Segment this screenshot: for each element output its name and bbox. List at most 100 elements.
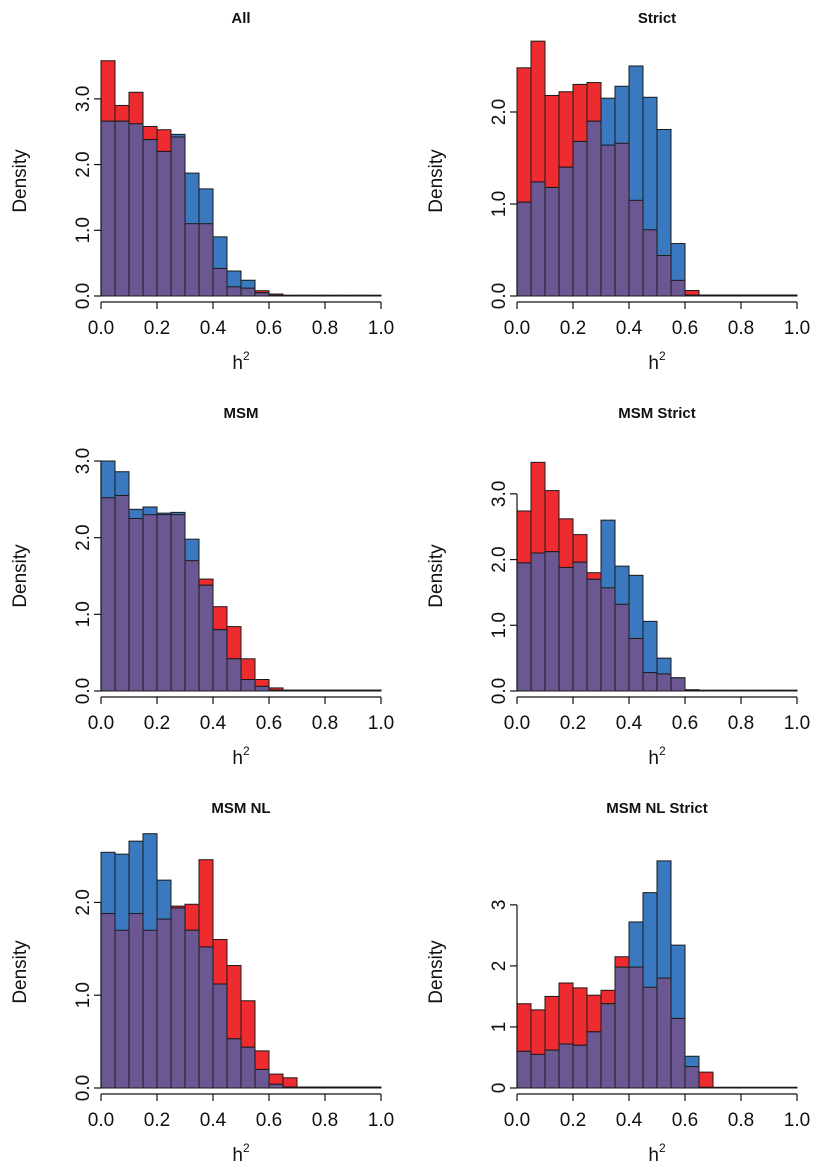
bar-overlap [338, 689, 354, 692]
bar-overlap [530, 1053, 546, 1089]
x-axis-label-base: h [232, 748, 243, 769]
x-tick-label: 0.0 [88, 713, 114, 734]
bar-overlap [254, 292, 270, 297]
x-tick-label: 0.6 [672, 713, 698, 734]
bar-overlap [338, 1086, 354, 1089]
bar-overlap [156, 150, 172, 297]
x-tick-label: 0.6 [256, 318, 282, 339]
x-tick-label: 1.0 [784, 1110, 810, 1131]
bar-overlap [586, 1031, 602, 1089]
bar-overlap [240, 679, 256, 692]
y-tick-label: 3.0 [489, 481, 510, 507]
bar-overlap [698, 1086, 714, 1089]
x-axis-label-base: h [648, 353, 659, 374]
y-tick-label: 2 [489, 961, 510, 972]
bar-overlap [282, 294, 298, 297]
bar-overlap [170, 514, 186, 692]
bar-overlap [212, 267, 228, 297]
x-axis-label-superscript: 2 [659, 349, 666, 363]
bar-overlap [352, 294, 368, 297]
bar-overlap [572, 1044, 588, 1089]
x-tick-label: 0.0 [504, 713, 530, 734]
x-axis-label: h2 [648, 1141, 666, 1166]
x-tick-label: 0.4 [200, 713, 227, 734]
y-tick-label: 3 [489, 900, 510, 911]
bar-overlap [338, 294, 354, 297]
x-tick-label: 0.8 [312, 1110, 338, 1131]
bar-overlap [128, 913, 144, 1089]
panel-msm: MSM 0.0 1.0 2.0 3.0 0.0 0.2 0.4 0.6 0.8 1.0 Density… [10, 405, 394, 769]
y-tick-label: 0.0 [73, 1075, 94, 1101]
bar-overlap [100, 120, 116, 297]
y-axis-label: Density [10, 940, 31, 1004]
x-axis-label-superscript: 2 [243, 349, 250, 363]
panel-title: Strict [638, 10, 676, 27]
bar-overlap [726, 1086, 742, 1089]
x-axis-label: h2 [648, 349, 666, 374]
bar-overlap [156, 918, 172, 1089]
bar-overlap [212, 629, 228, 692]
x-axis-label: h2 [648, 744, 666, 769]
bar-overlap [586, 578, 602, 692]
bar-overlap [142, 139, 158, 297]
y-tick-label: 2.0 [73, 889, 94, 915]
bar-overlap [754, 689, 770, 692]
bar-overlap [642, 986, 658, 1089]
y-axis-label: Density [10, 149, 31, 213]
bar-overlap [768, 294, 784, 297]
bar-overlap [198, 223, 214, 297]
x-axis-label-superscript: 2 [243, 1141, 250, 1155]
bar-overlap [516, 201, 532, 297]
bar-overlap [530, 552, 546, 692]
bar-overlap [558, 1043, 574, 1089]
bar-overlap [572, 140, 588, 297]
panel-title: MSM [224, 405, 259, 422]
x-tick-label: 0.4 [200, 318, 227, 339]
x-tick-label: 0.4 [616, 318, 643, 339]
bar-overlap [268, 1083, 284, 1089]
bar-overlap [740, 1086, 756, 1089]
bar-red [282, 1077, 298, 1089]
x-tick-label: 1.0 [368, 1110, 394, 1131]
bar-overlap [226, 658, 242, 692]
x-tick-label: 0.2 [144, 713, 170, 734]
panel-title: MSM Strict [618, 405, 696, 422]
bar-overlap [726, 294, 742, 297]
bar-overlap [366, 689, 382, 692]
x-tick-label: 0.6 [256, 713, 282, 734]
bar-overlap [324, 1086, 340, 1089]
y-tick-label: 0.0 [489, 283, 510, 309]
y-tick-label: 0 [489, 1083, 510, 1094]
bar-overlap [544, 551, 560, 692]
bar-overlap [740, 294, 756, 297]
y-tick-label: 1.0 [73, 982, 94, 1008]
bar-overlap [240, 287, 256, 297]
x-tick-label: 0.0 [504, 1110, 530, 1131]
x-axis-label-superscript: 2 [243, 744, 250, 758]
panel-title: MSM NL [211, 800, 270, 817]
bar-overlap [656, 977, 672, 1089]
x-tick-label: 0.8 [728, 713, 754, 734]
x-tick-label: 0.0 [504, 318, 530, 339]
bar-overlap [310, 1086, 326, 1089]
y-tick-label: 0.0 [73, 283, 94, 309]
bar-overlap [128, 123, 144, 297]
bar-overlap [600, 587, 616, 692]
bar-overlap [268, 689, 284, 692]
bar-red [698, 1071, 714, 1089]
y-tick-label: 2.0 [489, 546, 510, 572]
bar-overlap [282, 1086, 298, 1089]
x-tick-label: 1.0 [368, 318, 394, 339]
bar-overlap [198, 584, 214, 692]
bar-overlap [614, 603, 630, 692]
x-tick-label: 0.4 [616, 713, 643, 734]
y-tick-label: 0.0 [73, 678, 94, 704]
bar-overlap [100, 913, 116, 1089]
bar-overlap [324, 689, 340, 692]
x-tick-label: 1.0 [784, 318, 810, 339]
panel-msm-nl-strict: MSM NL Strict 0 1 2 3 0.0 0.2 0.4 0.6 0.8 1.0 Densi… [426, 800, 810, 1166]
bar-overlap [128, 518, 144, 692]
x-tick-label: 0.2 [144, 1110, 170, 1131]
bar-overlap [240, 1046, 256, 1089]
